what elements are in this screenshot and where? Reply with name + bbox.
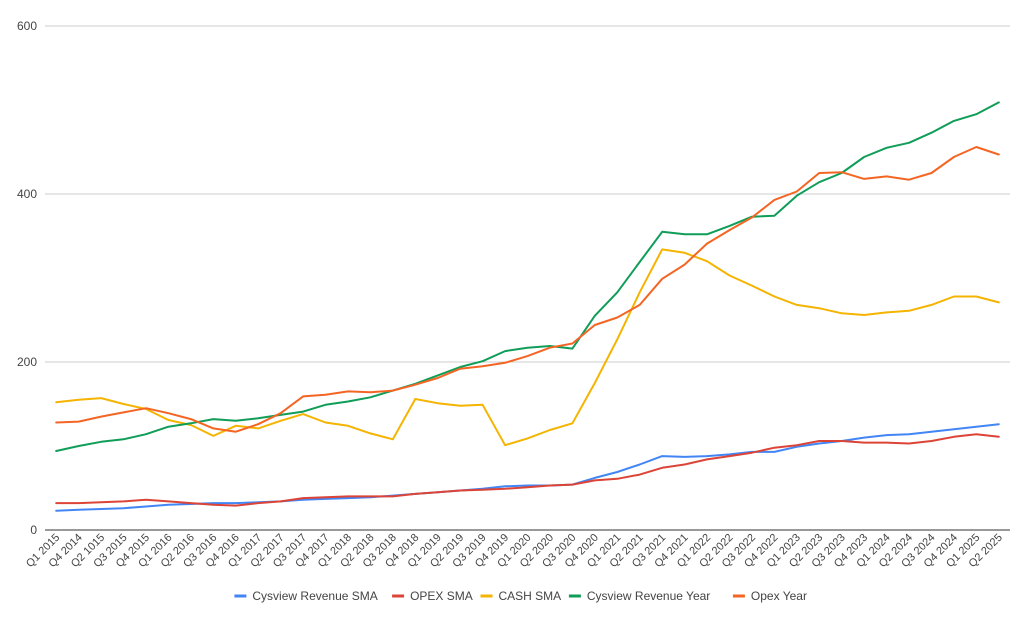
series-line-cash-sma (55, 248, 1000, 447)
series-line-opex-sma (55, 433, 1000, 507)
y-tick-label: 200 (17, 355, 37, 369)
series-line-cysview-revenue-sma (55, 423, 1000, 512)
series-lines (55, 101, 1000, 512)
legend-label: OPEX SMA (410, 589, 473, 603)
legend-label: Opex Year (751, 589, 807, 603)
legend-item-opex-year[interactable]: Opex Year (732, 589, 807, 603)
y-axis: 0 200 400 600 (17, 19, 37, 537)
legend-label: Cysview Revenue Year (587, 589, 710, 603)
y-tick-label: 0 (30, 523, 37, 537)
y-tick-label: 600 (17, 19, 37, 33)
legend-label: Cysview Revenue SMA (252, 589, 377, 603)
legend-item-cash-sma[interactable]: CASH SMA (480, 589, 562, 603)
series-line-opex-year (55, 146, 1000, 433)
series-line-cysview-revenue-year (55, 101, 1000, 452)
legend-item-opex-sma[interactable]: OPEX SMA (392, 589, 473, 603)
gridlines (45, 25, 1010, 531)
y-tick-label: 400 (17, 187, 37, 201)
legend-label: CASH SMA (499, 589, 562, 603)
legend-item-cysview-revenue-sma[interactable]: Cysview Revenue SMA (234, 589, 378, 603)
legend-item-cysview-revenue-year[interactable]: Cysview Revenue Year (568, 589, 710, 603)
legend: Cysview Revenue SMA OPEX SMA CASH SMA Cysvi… (234, 589, 807, 603)
